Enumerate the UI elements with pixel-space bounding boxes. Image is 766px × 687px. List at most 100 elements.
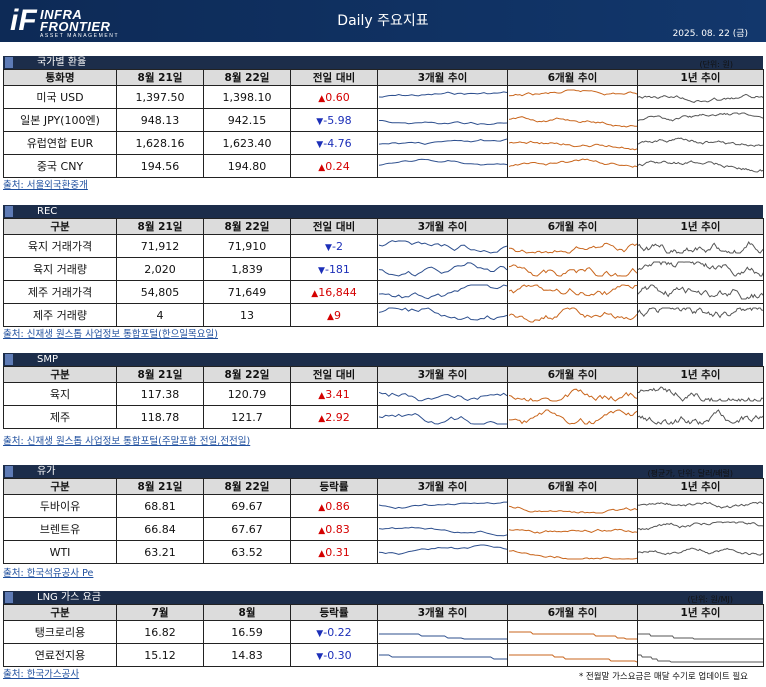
sparkline-1y — [637, 540, 764, 564]
sparkline-path — [508, 89, 637, 97]
sparkline-path — [508, 284, 637, 297]
column-header: 1년 추이 — [637, 366, 764, 383]
table-row: 중국 CNY 194.56 194.80 ▲0.24 — [3, 154, 764, 178]
change-cell: ▲9 — [290, 303, 378, 327]
sparkline-1y — [637, 517, 764, 541]
sparkline-chart — [378, 391, 507, 402]
sparkline-path — [638, 409, 763, 425]
change-value: 0.24 — [325, 159, 350, 173]
column-header: 6개월 추이 — [507, 218, 638, 235]
column-header: 8월 21일 — [116, 478, 204, 495]
sparkline-path — [508, 388, 637, 402]
header-row: 통화명 8월 21일 8월 22일 전일 대비 3개월 추이 6개월 추이 1년 추이 — [3, 69, 764, 86]
column-header: 전일 대비 — [290, 366, 378, 383]
sparkline-path — [638, 547, 763, 556]
row-label: 육지 — [3, 382, 117, 406]
column-header: 3개월 추이 — [377, 478, 508, 495]
sparkline-3m — [377, 131, 508, 155]
source-link-exchange[interactable]: 출처: 서울외국환중개 — [3, 180, 88, 191]
table-row: WTI 63.21 63.52 ▲0.31 — [3, 540, 764, 564]
table-row: 유럽연합 EUR 1,628.16 1,623.40 ▼-4.76 — [3, 131, 764, 155]
sparkline-3m — [377, 382, 508, 406]
value-prev: 63.21 — [116, 540, 204, 564]
row-label: 일본 JPY(100엔) — [3, 108, 117, 132]
value-curr: 69.67 — [203, 494, 291, 518]
sparkline-path — [508, 140, 637, 151]
change-cell: ▲0.83 — [290, 517, 378, 541]
change-value: -5.98 — [323, 113, 352, 127]
up-triangle-icon: ▲ — [311, 288, 319, 299]
row-label: 미국 USD — [3, 85, 117, 109]
sparkline-chart — [638, 547, 763, 556]
value-prev: 117.38 — [116, 382, 204, 406]
column-header: 6개월 추이 — [507, 604, 638, 621]
sparkline-path — [638, 112, 763, 122]
value-curr: 942.15 — [203, 108, 291, 132]
value-curr: 1,623.40 — [203, 131, 291, 155]
sparkline-6m — [507, 154, 638, 178]
sparkline-3m — [377, 303, 508, 327]
sparkline-chart — [378, 240, 507, 254]
source-link-rec[interactable]: 출처: 신재생 원스톱 사업정보 통합포털(한으일목요일) — [3, 329, 218, 340]
change-value: 2.92 — [325, 410, 350, 424]
sparkline-path — [378, 158, 507, 166]
change-value: 0.86 — [325, 499, 350, 513]
change-value: 0.83 — [325, 522, 350, 536]
sparkline-1y — [637, 405, 764, 429]
section-unit: (단위: 원/MJ) — [687, 595, 733, 604]
change-value: -2 — [331, 239, 343, 253]
sparkline-6m — [507, 517, 638, 541]
sparkline-3m — [377, 280, 508, 304]
header-row: 구분 8월 21일 8월 22일 전일 대비 3개월 추이 6개월 추이 1년 추이 — [3, 366, 764, 383]
sparkline-chart — [508, 388, 637, 402]
sparkline-path — [638, 633, 763, 640]
sparkline-chart — [638, 386, 763, 403]
sparkline-path — [378, 633, 507, 640]
sparkline-1y — [637, 234, 764, 258]
change-value: 16,844 — [318, 285, 357, 299]
sparkline-chart — [508, 284, 637, 297]
change-value: 3.41 — [325, 387, 350, 401]
change-cell: ▲2.92 — [290, 405, 378, 429]
column-header: 구분 — [3, 366, 117, 383]
column-header: 8월 22일 — [203, 218, 291, 235]
sparkline-1y — [637, 108, 764, 132]
value-curr: 63.52 — [203, 540, 291, 564]
sparkline-chart — [508, 140, 637, 151]
sparkline-path — [378, 501, 507, 510]
up-triangle-icon: ▲ — [318, 548, 326, 559]
section-title: REC — [37, 206, 58, 217]
section-rec: REC 구분 8월 21일 8월 22일 전일 대비 3개월 추이 6개월 추이 1년 추이… — [3, 205, 764, 327]
value-prev: 54,805 — [116, 280, 204, 304]
sparkline-chart — [638, 112, 763, 122]
header-row: 구분 7월 8월 등락률 3개월 추이 6개월 추이 1년 추이 — [3, 604, 764, 621]
sparkline-chart — [638, 633, 763, 640]
footnote: * 전월말 가스요금은 매달 수기로 업데이트 필요 — [578, 672, 748, 682]
sparkline-chart — [378, 262, 507, 277]
logo-mark: iF — [10, 4, 37, 37]
table-row: 제주 118.78 121.7 ▲2.92 — [3, 405, 764, 429]
sparkline-chart — [508, 307, 637, 323]
sparkline-path — [508, 116, 637, 128]
source-link-lng[interactable]: 출처: 한국가스공사 — [3, 669, 80, 680]
sparkline-1y — [637, 494, 764, 518]
source-link-smp[interactable]: 출처: 신재생 원스톱 사업정보 통합포털(주말포함 전일,전전일) — [3, 436, 251, 447]
section-title: SMP — [37, 354, 59, 365]
section-header: 국가별 환율 (단위: 원) — [3, 56, 763, 69]
sparkline-chart — [508, 409, 637, 425]
sparkline-chart — [378, 91, 507, 98]
sparkline-path — [508, 528, 637, 534]
source-link-oil[interactable]: 출처: 한국석유공사 Pe — [3, 568, 94, 579]
sparkline-6m — [507, 108, 638, 132]
sparkline-path — [638, 521, 763, 531]
column-header: 3개월 추이 — [377, 69, 508, 86]
sparkline-path — [508, 631, 637, 640]
sparkline-path — [638, 284, 763, 300]
sparkline-chart — [378, 501, 507, 510]
sparkline-chart — [508, 242, 637, 254]
change-value: 9 — [333, 308, 341, 322]
row-label: 연료전지용 — [3, 643, 117, 667]
sparkline-chart — [638, 284, 763, 300]
sparkline-3m — [377, 405, 508, 429]
sparkline-chart — [638, 93, 763, 103]
